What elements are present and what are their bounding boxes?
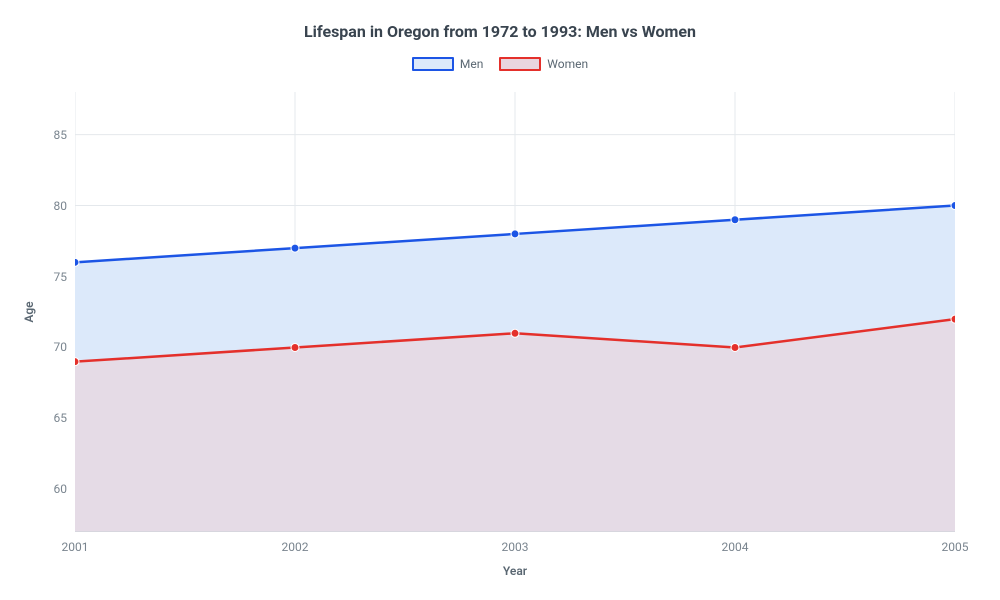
legend-swatch-women [499, 57, 541, 71]
y-tick-label: 80 [54, 199, 68, 213]
y-tick-label: 65 [54, 411, 68, 425]
y-axis-label: Age [22, 301, 36, 322]
legend-item-women[interactable]: Women [499, 57, 588, 71]
y-tick-label: 60 [54, 482, 68, 496]
chart-svg [75, 92, 955, 532]
legend: Men Women [0, 56, 1000, 75]
x-tick-label: 2004 [722, 540, 749, 554]
legend-item-men[interactable]: Men [412, 57, 483, 71]
x-tick-label: 2001 [62, 540, 89, 554]
y-tick-label: 75 [54, 270, 68, 284]
x-tick-label: 2002 [282, 540, 309, 554]
x-axis-label: Year [503, 564, 527, 578]
y-tick-label: 85 [54, 128, 68, 142]
legend-label-women: Women [547, 57, 588, 71]
chart-title: Lifespan in Oregon from 1972 to 1993: Me… [0, 22, 1000, 41]
plot-area [75, 92, 955, 532]
x-tick-label: 2003 [502, 540, 529, 554]
x-tick-label: 2005 [942, 540, 969, 554]
legend-swatch-men [412, 57, 454, 71]
legend-label-men: Men [460, 57, 483, 71]
y-tick-label: 70 [54, 340, 68, 354]
